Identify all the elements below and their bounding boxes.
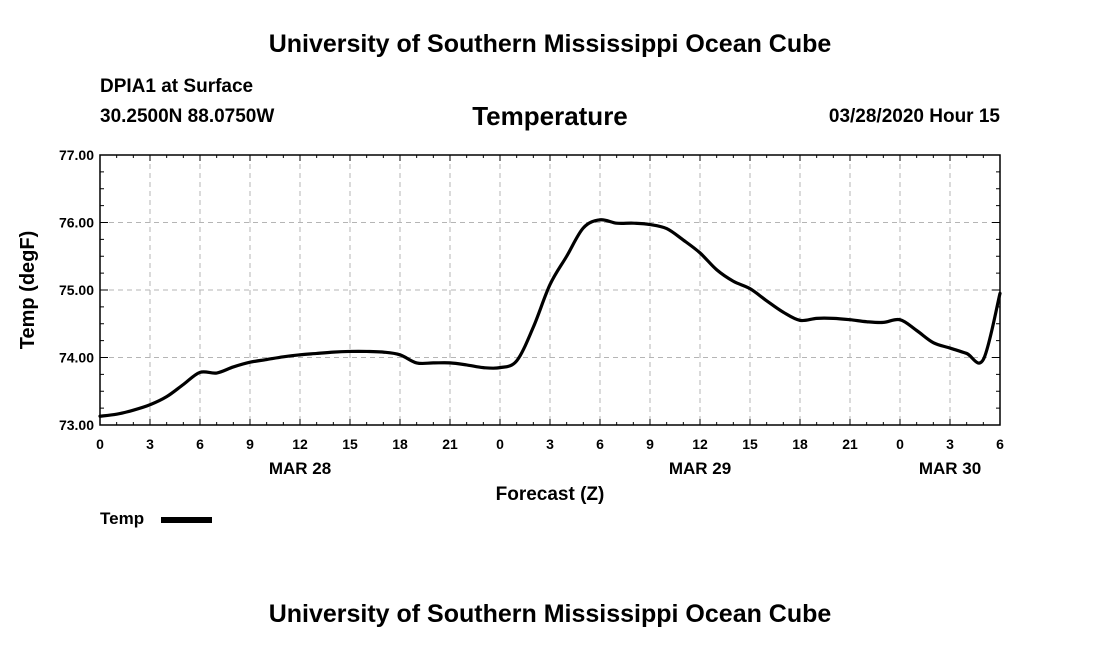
y-tick-label: 77.00 bbox=[59, 147, 94, 163]
x-tick-label: 3 bbox=[946, 436, 954, 452]
x-tick-label: 3 bbox=[146, 436, 154, 452]
forecast-timestamp: 03/28/2020 Hour 15 bbox=[828, 106, 1000, 127]
x-tick-label: 18 bbox=[792, 436, 808, 452]
x-tick-label: 9 bbox=[646, 436, 654, 452]
grid-lines bbox=[100, 155, 1000, 425]
station-label: DPIA1 at Surface bbox=[100, 76, 254, 97]
date-label: MAR 29 bbox=[669, 459, 731, 478]
legend-swatch bbox=[161, 517, 212, 523]
ticks bbox=[99, 154, 1001, 426]
y-axis-label: Temp (degF) bbox=[17, 231, 39, 350]
y-tick-label: 73.00 bbox=[59, 417, 94, 433]
x-axis-label: Forecast (Z) bbox=[496, 484, 605, 505]
x-tick-label: 0 bbox=[96, 436, 104, 452]
date-label: MAR 30 bbox=[919, 459, 981, 478]
x-tick-label: 21 bbox=[442, 436, 458, 452]
x-tick-label: 21 bbox=[842, 436, 858, 452]
bottom-title: University of Southern Mississippi Ocean… bbox=[268, 600, 832, 628]
x-tick-label: 9 bbox=[246, 436, 254, 452]
y-tick-label: 74.00 bbox=[59, 350, 94, 366]
chart-title: Temperature bbox=[472, 101, 628, 131]
x-tick-label: 3 bbox=[546, 436, 554, 452]
tick-labels: 0 3 6 9 12 15 18 21 0 3 6 9 12 15 18 21 0 3 6 MAR 28 MAR 29 M… bbox=[59, 147, 1004, 478]
x-tick-label: 15 bbox=[742, 436, 758, 452]
y-tick-label: 75.00 bbox=[59, 282, 94, 298]
legend-label: Temp bbox=[100, 509, 145, 528]
top-title: University of Southern Mississippi Ocean… bbox=[268, 30, 832, 58]
series-layer bbox=[98, 218, 1002, 418]
x-tick-label: 0 bbox=[496, 436, 504, 452]
x-tick-label: 12 bbox=[292, 436, 308, 452]
x-tick-label: 6 bbox=[596, 436, 604, 452]
coordinates-label: 30.2500N 88.0750W bbox=[100, 106, 275, 127]
series-line-temp bbox=[98, 218, 1002, 418]
x-tick-label: 15 bbox=[342, 436, 358, 452]
y-tick-label: 76.00 bbox=[59, 215, 94, 231]
x-tick-label: 6 bbox=[996, 436, 1004, 452]
x-tick-label: 18 bbox=[392, 436, 408, 452]
x-tick-label: 12 bbox=[692, 436, 708, 452]
x-tick-label: 6 bbox=[196, 436, 204, 452]
x-tick-label: 0 bbox=[896, 436, 904, 452]
date-label: MAR 28 bbox=[269, 459, 331, 478]
